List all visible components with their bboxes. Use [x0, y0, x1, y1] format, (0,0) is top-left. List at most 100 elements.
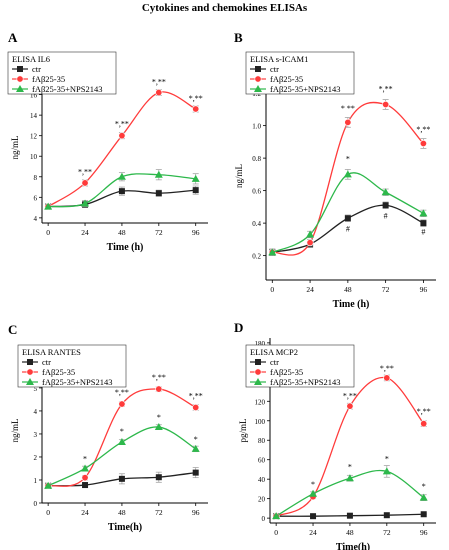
y-tick-label: 80 [258, 437, 266, 445]
y-axis-label: ng/mL [10, 419, 20, 443]
data-point [192, 105, 200, 113]
data-point [268, 248, 277, 256]
x-tick-label: 0 [46, 508, 50, 517]
data-point [345, 474, 354, 482]
y-tick-label: 0 [34, 500, 38, 508]
data-point [192, 469, 199, 476]
y-axis-label: ng/mL [10, 136, 20, 160]
legend-marker [254, 368, 262, 376]
data-point [82, 482, 89, 489]
data-point [419, 209, 428, 217]
x-tick-label: 72 [382, 285, 390, 294]
data-point [306, 230, 315, 238]
significance-mark: * [157, 413, 161, 422]
legend-marker [254, 378, 262, 385]
y-tick-label: 40 [258, 476, 266, 484]
significance-mark: *,** [380, 364, 394, 373]
y-axis-label: pg/mL [238, 419, 248, 443]
significance-mark: *,** [189, 94, 203, 103]
legend-marker [255, 359, 261, 365]
y-tick-label: 20 [258, 496, 266, 504]
x-tick-label: 24 [81, 508, 89, 517]
data-point [192, 187, 199, 194]
x-tick-label: 72 [383, 528, 391, 537]
data-point [309, 489, 318, 497]
legend-marker [26, 368, 34, 376]
y-tick-label: 60 [258, 457, 266, 465]
legend-entry: fAβ25-35 [32, 74, 65, 84]
legend-entry: ctr [270, 357, 279, 367]
significance-mark: * [120, 427, 124, 436]
data-point [117, 172, 126, 180]
x-tick-label: 48 [118, 228, 126, 237]
x-tick-label: 96 [420, 528, 428, 537]
y-tick-label: 120 [255, 398, 266, 406]
y-tick-label: 14 [30, 112, 38, 120]
series-line [272, 172, 424, 253]
data-point [44, 202, 53, 210]
legend-entry: ctr [32, 64, 41, 74]
data-point [44, 481, 53, 489]
y-tick-label: 0.8 [252, 155, 261, 163]
x-tick-label: 48 [344, 285, 352, 294]
page-title: Cytokines and chemokines ELISAs [141, 2, 308, 14]
data-point [420, 511, 427, 518]
data-point [382, 467, 391, 475]
x-tick-label: 48 [346, 528, 354, 537]
data-point [383, 374, 391, 382]
y-tick-label: 3 [34, 431, 38, 439]
x-tick-label: 24 [306, 285, 314, 294]
x-axis-label: Time(h) [108, 522, 142, 533]
significance-mark: *,** [115, 119, 129, 128]
x-tick-label: 24 [309, 528, 317, 537]
data-point [344, 118, 352, 126]
significance-mark: *,** [115, 388, 129, 397]
legend-marker [16, 75, 24, 83]
data-point [191, 174, 200, 182]
significance-mark: *,** [189, 391, 203, 400]
data-point [419, 140, 427, 148]
legend-entry: fAβ25-35+NPS2143 [42, 377, 113, 387]
y-tick-label: 100 [255, 418, 266, 426]
legend-entry: ctr [42, 357, 51, 367]
significance-mark: * [83, 455, 87, 464]
significance-mark: * [311, 480, 315, 489]
data-point [155, 89, 163, 97]
y-tick-label: 6 [34, 194, 38, 202]
data-point [420, 220, 427, 227]
legend-entry: fAβ25-35 [42, 367, 75, 377]
legend-marker [254, 85, 262, 92]
x-tick-label: 24 [81, 228, 89, 237]
data-point [346, 512, 353, 519]
legend-marker [254, 75, 262, 83]
y-axis-label: ng/mL [234, 164, 244, 188]
series-line [272, 101, 424, 256]
panel-letter: C [8, 322, 17, 337]
chart-b: B0.20.40.60.81.01.2024487296Time (h)ng/m… [234, 30, 436, 310]
legend-frame [17, 344, 127, 388]
significance-mark: *,** [417, 407, 431, 416]
y-tick-label: 180 [255, 340, 266, 348]
legend-entry: fAβ25-35 [270, 74, 303, 84]
data-point [118, 132, 126, 140]
y-tick-label: 0.2 [252, 253, 261, 261]
panel-letter: D [234, 320, 243, 335]
legend-entry: fAβ25-35+NPS2143 [32, 84, 103, 94]
data-point [306, 239, 314, 247]
panel-c: C0123456024487296Time(h)ng/mL**,***,***,… [0, 318, 225, 550]
x-tick-label: 0 [270, 285, 274, 294]
legend-frame [245, 344, 355, 388]
x-tick-label: 96 [420, 285, 428, 294]
series-2 [44, 169, 200, 210]
x-tick-label: 0 [46, 228, 50, 237]
panel-letter: A [8, 30, 18, 45]
data-point [419, 493, 428, 501]
legend-marker [16, 85, 24, 92]
x-tick-label: 72 [155, 228, 163, 237]
significance-mark: # [384, 211, 388, 220]
x-tick-label: 96 [192, 228, 200, 237]
significance-mark: * [385, 455, 389, 464]
significance-mark: # [421, 228, 425, 237]
